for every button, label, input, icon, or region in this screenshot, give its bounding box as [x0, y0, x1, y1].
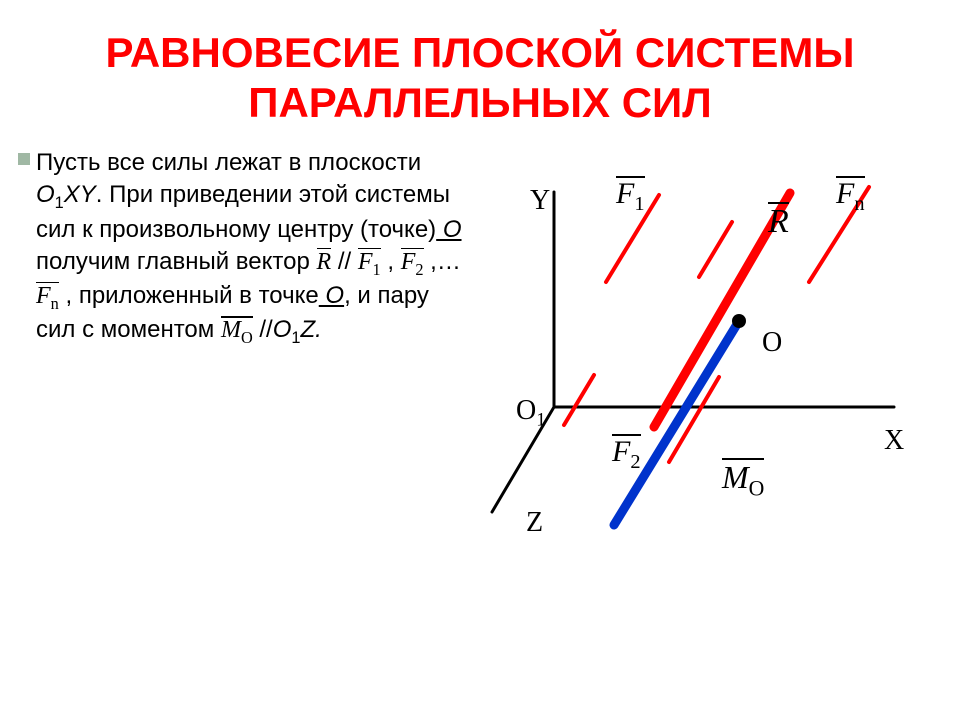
vector-f2-inline: F2 — [401, 247, 424, 280]
diagram-column: Y X Z O O1 F1 Fn R F2 MO — [484, 147, 940, 350]
slide-title: РАВНОВЕСИЕ ПЛОСКОЙ СИСТЕМЫ ПАРАЛЛЕЛЬНЫХ … — [0, 0, 960, 139]
text-frag-3: получим главный вектор — [36, 248, 317, 275]
y-axis-label: Y — [530, 185, 550, 217]
parallel-1: // — [331, 248, 358, 275]
text-frag-1: Пусть все силы лежат в плоскости — [36, 149, 421, 176]
bullet-icon — [18, 153, 30, 165]
vector-r-inline: R — [317, 247, 332, 279]
fn-label: Fn — [836, 177, 865, 216]
plane-sub: 1 — [55, 194, 64, 212]
r-label: R — [768, 203, 789, 241]
sep-1: , — [381, 248, 401, 275]
x-axis-label: X — [884, 425, 904, 457]
content-row: Пусть все силы лежат в плоскости O1XY. П… — [0, 139, 960, 350]
text-frag-6: // — [253, 316, 273, 343]
plane-xy: XY — [64, 181, 96, 208]
vector-fn-inline: Fn — [36, 281, 59, 314]
o-point-label: O — [762, 327, 782, 359]
o1-origin-label: O1 — [516, 395, 546, 432]
axis-z-text: Z. — [300, 316, 321, 343]
text-frag-2: . При приведении этой системы сил к прои… — [36, 181, 450, 243]
vector-f1-inline: F1 — [358, 247, 381, 280]
sep-2: ,… — [424, 248, 461, 275]
body-paragraph: Пусть все силы лежат в плоскости O1XY. П… — [36, 147, 466, 350]
f2-label: F2 — [612, 435, 641, 474]
text-frag-4: , приложенный в точке — [59, 282, 319, 309]
center-o: O — [436, 216, 461, 243]
plane-o: O — [36, 181, 55, 208]
axis-o1: O — [273, 316, 292, 343]
mo-label: MO — [722, 459, 764, 501]
moment-mo-inline: MO — [221, 315, 253, 348]
center-o-2: O — [319, 282, 344, 309]
z-axis-label: Z — [526, 507, 543, 539]
f1-label: F1 — [616, 177, 645, 216]
text-column: Пусть все силы лежат в плоскости O1XY. П… — [36, 147, 466, 350]
